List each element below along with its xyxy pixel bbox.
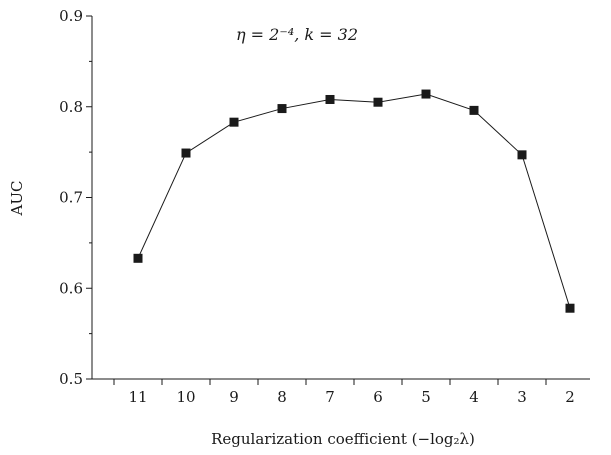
x-tick-label: 3: [517, 388, 527, 406]
data-point: [229, 117, 239, 127]
data-point: [517, 150, 527, 160]
y-tick-label: 0.7: [59, 189, 83, 207]
series-line: [137, 93, 571, 309]
x-tick-label: 4: [469, 388, 479, 406]
x-tick-label: 11: [128, 388, 147, 406]
x-tick-label: 5: [421, 388, 431, 406]
data-point: [181, 148, 191, 158]
y-tick-label: 0.5: [59, 370, 83, 388]
y-tick-label: 0.6: [59, 279, 83, 297]
chart-annotation: η = 2⁻⁴, k = 32: [236, 25, 358, 44]
x-tick-label: 7: [325, 388, 335, 406]
x-axis-label: Regularization coefficient (−log₂λ): [211, 430, 475, 448]
y-tick-label: 0.8: [59, 98, 83, 116]
data-point: [421, 89, 431, 99]
axes: [91, 16, 590, 380]
data-point: [277, 104, 287, 114]
x-tick-label: 9: [229, 388, 239, 406]
y-axis-label: AUC: [8, 181, 26, 217]
y-tick-label: 0.9: [59, 7, 83, 25]
data-point: [469, 105, 479, 115]
x-tick-label: 8: [277, 388, 287, 406]
y-ticks: 0.5 0.6 0.7 0.8 0.9: [59, 7, 92, 388]
x-tick-label: 10: [176, 388, 195, 406]
x-ticks: 11 10 9 8 7 6 5 4 3 2: [113, 379, 575, 406]
x-tick-label: 2: [565, 388, 575, 406]
x-tick-label: 6: [373, 388, 383, 406]
data-point: [325, 94, 335, 104]
data-point: [373, 97, 383, 107]
series-auc: [133, 89, 575, 313]
data-point: [565, 303, 575, 313]
data-point: [133, 253, 143, 263]
